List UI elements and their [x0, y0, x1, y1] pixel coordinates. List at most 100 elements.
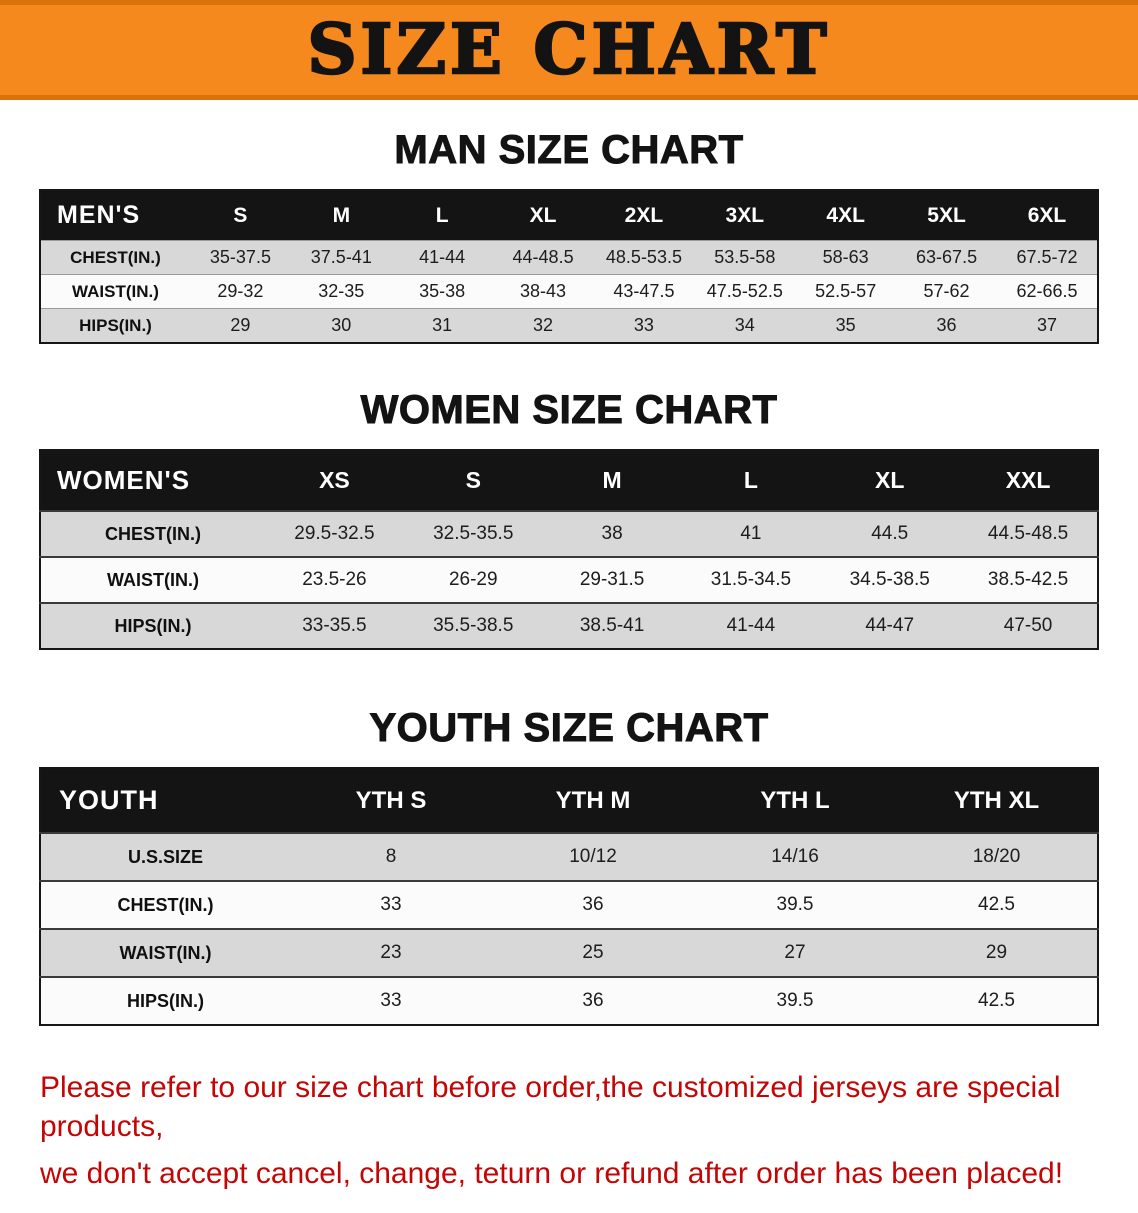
size-column-header: M — [542, 450, 682, 511]
table-head: MEN'S S M L XL 2XL 3XL 4XL 5XL 6XL — [40, 190, 1098, 241]
women-size-chart-section: WOMEN SIZE CHART WOMEN'S XS S M L XL XXL CHEST(… — [0, 388, 1138, 650]
size-column-header: XL — [820, 450, 960, 511]
table-row: HIPS(IN.) 29 30 31 32 33 34 35 36 37 — [40, 308, 1098, 343]
measurement-value-cell: 35 — [835, 315, 856, 335]
measurement-value-cell: 25 — [582, 942, 604, 963]
title-banner: SIZE CHART — [0, 0, 1138, 100]
table-body: CHEST(IN.) 35-37.5 37.5-41 41-44 44-48.5 48.5… — [40, 240, 1098, 343]
table-row: CHEST(IN.) 29.5-32.5 32.5-35.5 38 41 44.5 44.5… — [40, 511, 1098, 557]
table-row: CHEST(IN.) 33 36 39.5 42.5 — [40, 881, 1098, 929]
order-notice: Please refer to our size chart before or… — [40, 1068, 1102, 1193]
measurement-value-cell: 30 — [331, 315, 352, 335]
measurement-value-cell: 32-35 — [318, 281, 365, 301]
men-size-table: MEN'S S M L XL 2XL 3XL 4XL 5XL 6XL CHEST(IN.) 35-37… — [39, 189, 1099, 344]
size-column-header: 2XL — [593, 190, 695, 241]
measurement-value-cell: 14/16 — [771, 846, 819, 867]
table-title-cell: YOUTH — [40, 768, 290, 833]
notice-line-2: we don't accept cancel, change, teturn o… — [40, 1157, 1064, 1190]
size-column-header: S — [190, 190, 291, 241]
measurement-value-cell: 29 — [985, 942, 1008, 963]
table-row: WAIST(IN.) 29-32 32-35 35-38 38-43 43-47.5 47.… — [40, 274, 1098, 309]
size-column-header: 5XL — [896, 190, 997, 241]
measurement-value-cell: 47-50 — [1003, 615, 1053, 636]
measurement-value-cell: 29.5-32.5 — [294, 523, 375, 544]
measurement-value-cell: 26-29 — [448, 569, 498, 590]
measurement-value-cell: 47.5-52.5 — [706, 281, 783, 301]
table-row: WAIST(IN.) 23.5-26 26-29 29-31.5 31.5-34.5 34… — [40, 557, 1098, 603]
measurement-value-cell: 42.5 — [978, 894, 1015, 915]
youth-size-chart-section: YOUTH SIZE CHART YOUTH YTH S YTH M YTH L YTH… — [0, 706, 1138, 1026]
measurement-value-cell: 44.5 — [871, 523, 909, 544]
size-column-header: YTH S — [290, 768, 492, 833]
size-column-header: 6XL — [997, 190, 1098, 241]
table-head: WOMEN'S XS S M L XL XXL — [40, 450, 1098, 511]
size-column-header: YTH XL — [896, 768, 1098, 833]
measurement-value-cell: 29 — [230, 315, 251, 335]
measurement-value-cell: 67.5-72 — [1016, 247, 1078, 267]
row-label-cell: HIPS(IN.) — [126, 990, 204, 1011]
notice-line-1: Please refer to our size chart before or… — [40, 1071, 1061, 1143]
measurement-value-cell: 38 — [601, 523, 623, 544]
measurement-value-cell: 36 — [582, 894, 604, 915]
measurement-value-cell: 35-37.5 — [209, 247, 271, 267]
size-column-header: YTH L — [694, 768, 896, 833]
measurement-value-cell: 63-67.5 — [916, 247, 978, 267]
table-body: U.S.SIZE 8 10/12 14/16 18/20 CHEST(IN.) 33 36 39… — [40, 833, 1098, 1025]
measurement-value-cell: 38-43 — [520, 281, 567, 301]
measurement-value-cell: 33-35.5 — [302, 615, 367, 636]
youth-size-table: YOUTH YTH S YTH M YTH L YTH XL U.S.SIZE 8 10/12… — [39, 767, 1099, 1026]
measurement-value-cell: 27 — [784, 942, 806, 963]
row-label-cell: WAIST(IN.) — [72, 281, 159, 301]
table-header-row: WOMEN'S XS S M L XL XXL — [40, 450, 1098, 511]
table-row: HIPS(IN.) 33 36 39.5 42.5 — [40, 977, 1098, 1025]
measurement-value-cell: 33 — [380, 894, 402, 915]
measurement-value-cell: 42.5 — [978, 990, 1015, 1011]
measurement-value-cell: 8 — [385, 846, 397, 867]
row-label-cell: CHEST(IN.) — [105, 523, 201, 544]
table-title-cell: MEN'S — [40, 190, 190, 241]
measurement-value-cell: 44-48.5 — [512, 247, 574, 267]
measurement-value-cell: 57-62 — [923, 281, 970, 301]
measurement-value-cell: 36 — [582, 990, 604, 1011]
measurement-value-cell: 35-38 — [419, 281, 466, 301]
measurement-value-cell: 44.5-48.5 — [987, 523, 1069, 544]
size-column-header: 3XL — [694, 190, 796, 241]
women-size-table: WOMEN'S XS S M L XL XXL CHEST(IN.) 29.5-32.5 32.5… — [39, 449, 1099, 650]
table-body: CHEST(IN.) 29.5-32.5 32.5-35.5 38 41 44.5 44.5… — [40, 511, 1098, 649]
row-label-cell: HIPS(IN.) — [114, 615, 192, 636]
size-column-header: S — [403, 450, 543, 511]
measurement-value-cell: 62-66.5 — [1016, 281, 1078, 301]
row-label-cell: CHEST(IN.) — [117, 894, 214, 915]
row-label-cell: WAIST(IN.) — [107, 569, 199, 590]
size-column-header: L — [681, 450, 821, 511]
measurement-value-cell: 34 — [734, 315, 755, 335]
measurement-value-cell: 41-44 — [419, 247, 466, 267]
measurement-value-cell: 29-32 — [217, 281, 264, 301]
row-label-cell: HIPS(IN.) — [79, 315, 152, 335]
table-header-row: YOUTH YTH S YTH M YTH L YTH XL — [40, 768, 1098, 833]
measurement-value-cell: 41-44 — [726, 615, 776, 636]
table-head: YOUTH YTH S YTH M YTH L YTH XL — [40, 768, 1098, 833]
measurement-value-cell: 41 — [740, 523, 762, 544]
measurement-value-cell: 44-47 — [865, 615, 915, 636]
table-title-cell: WOMEN'S — [40, 450, 265, 511]
size-column-header: YTH M — [492, 768, 694, 833]
man-section-heading: MAN SIZE CHART — [394, 128, 744, 173]
size-column-header: XS — [265, 450, 404, 511]
measurement-value-cell: 37.5-41 — [310, 247, 372, 267]
measurement-value-cell: 39.5 — [776, 990, 814, 1011]
table-row: HIPS(IN.) 33-35.5 35.5-38.5 38.5-41 41-44 44-… — [40, 603, 1098, 649]
measurement-value-cell: 43-47.5 — [613, 281, 675, 301]
size-column-header: 4XL — [795, 190, 897, 241]
measurement-value-cell: 53.5-58 — [714, 247, 776, 267]
measurement-value-cell: 32.5-35.5 — [433, 523, 514, 544]
measurement-value-cell: 31 — [432, 315, 453, 335]
row-label-cell: U.S.SIZE — [127, 846, 203, 867]
measurement-value-cell: 23.5-26 — [302, 569, 367, 590]
measurement-value-cell: 32 — [533, 315, 554, 335]
measurement-value-cell: 18/20 — [972, 846, 1021, 867]
size-column-header: M — [290, 190, 392, 241]
measurement-value-cell: 29-31.5 — [579, 569, 645, 590]
measurement-value-cell: 38.5-42.5 — [987, 569, 1069, 590]
row-label-cell: CHEST(IN.) — [70, 247, 161, 267]
